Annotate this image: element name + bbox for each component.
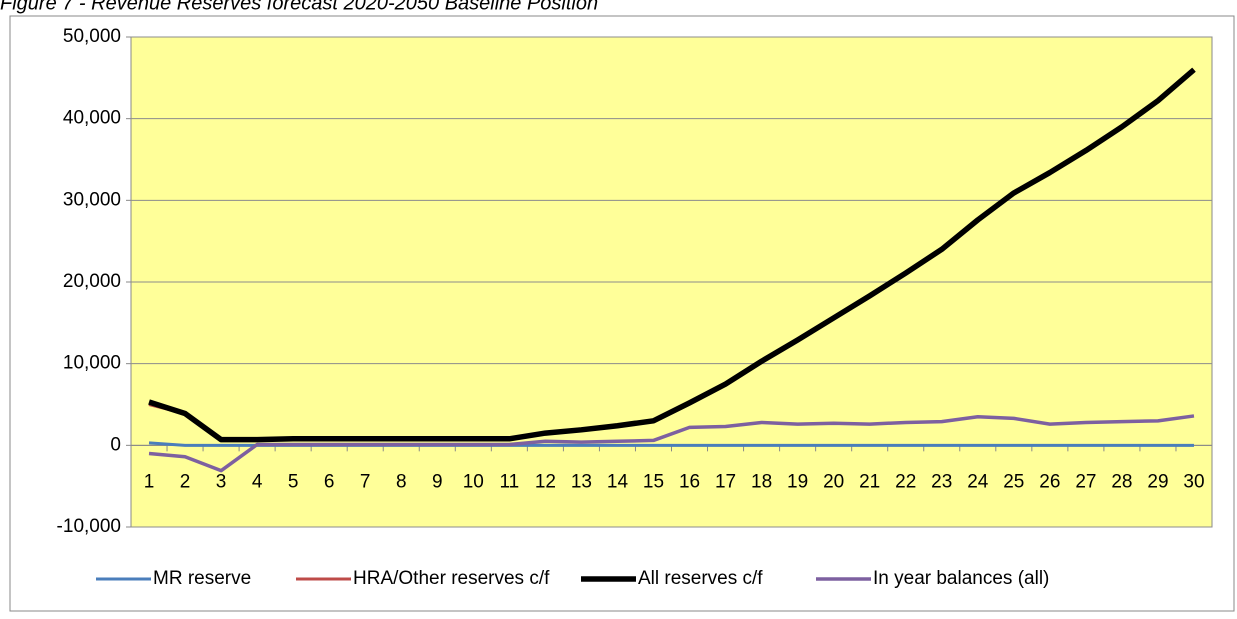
x-tick-label: 23 (931, 471, 952, 492)
y-tick-label: 20,000 (63, 271, 121, 292)
x-tick-label: 1 (144, 471, 155, 492)
x-tick-label: 3 (216, 471, 227, 492)
legend-label: In year balances (all) (873, 568, 1049, 589)
y-tick-label: 30,000 (63, 189, 121, 210)
x-tick-label: 13 (571, 471, 592, 492)
x-tick-label: 20 (823, 471, 844, 492)
x-tick-label: 22 (895, 471, 916, 492)
x-tick-label: 8 (396, 471, 407, 492)
x-tick-label: 17 (715, 471, 736, 492)
series-line (148, 67, 1196, 443)
x-tick-label: 10 (463, 471, 484, 492)
x-tick-label: 26 (1039, 471, 1060, 492)
legend-label: MR reserve (153, 568, 251, 589)
x-tick-label: 9 (432, 471, 443, 492)
x-tick-label: 2 (180, 471, 191, 492)
x-tick-label: 16 (679, 471, 700, 492)
y-tick-label: 0 (110, 434, 121, 455)
x-tick-label: 21 (859, 471, 880, 492)
y-tick-label: 10,000 (63, 353, 121, 374)
x-tick-label: 15 (643, 471, 664, 492)
x-tick-label: 30 (1183, 471, 1204, 492)
legend-label: All reserves c/f (638, 568, 763, 589)
x-tick-label: 6 (324, 471, 335, 492)
x-tick-label: 19 (787, 471, 808, 492)
x-tick-label: 7 (360, 471, 371, 492)
x-tick-label: 29 (1147, 471, 1168, 492)
x-tick-label: 5 (288, 471, 299, 492)
x-tick-label: 4 (252, 471, 263, 492)
y-tick-label: -10,000 (57, 516, 121, 537)
x-tick-label: 24 (967, 471, 989, 492)
x-tick-label: 25 (1003, 471, 1024, 492)
y-tick-label: 50,000 (63, 26, 121, 47)
chart-title: Figure 7 - Revenue Reserves forecast 202… (0, 0, 598, 14)
x-tick-label: 28 (1111, 471, 1132, 492)
x-tick-label: 12 (535, 471, 556, 492)
y-tick-label: 40,000 (63, 108, 121, 129)
x-tick-label: 18 (751, 471, 772, 492)
x-tick-label: 14 (607, 471, 629, 492)
series-line (148, 414, 1195, 473)
x-tick-label: 27 (1075, 471, 1096, 492)
legend-label: HRA/Other reserves c/f (353, 568, 550, 589)
x-tick-label: 11 (499, 471, 519, 492)
